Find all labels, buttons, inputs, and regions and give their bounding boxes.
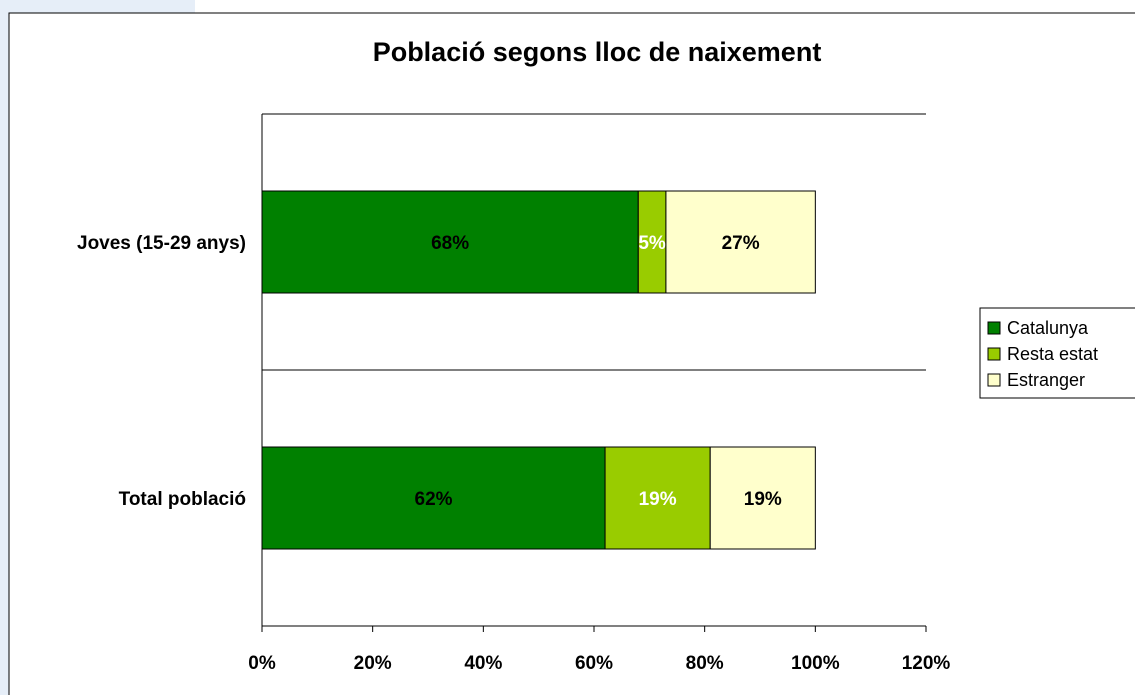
data-label: 19% [744,489,782,510]
x-tick-label: 60% [575,653,613,674]
legend-box [979,307,1135,399]
data-label: 19% [639,489,677,510]
bar-segment [665,190,816,294]
background-strip [0,0,9,695]
chart-title: Població segons lloc de naixement [373,37,822,67]
y-tick-label: Total població [119,489,246,510]
x-tick-label: 20% [354,653,392,674]
bar-segment [709,446,816,550]
bar-segment [604,446,711,550]
y-tick-label: Joves (15-29 anys) [77,233,246,254]
x-tick-label: 100% [791,653,840,674]
data-label: 27% [722,233,760,254]
data-label: 68% [431,233,469,254]
x-tick-label: 120% [902,653,951,674]
bar-segment [261,446,606,550]
x-tick-label: 0% [248,653,276,674]
legend-swatch [987,321,1001,335]
data-label: 5% [638,233,666,254]
bar-segment [261,190,639,294]
background-strip [0,0,195,14]
chart-area [8,12,1135,700]
legend-swatch [987,347,1001,361]
bar-segment [637,190,667,294]
legend-label: Resta estat [1007,344,1098,364]
x-tick-label: 80% [686,653,724,674]
x-tick-label: 40% [464,653,502,674]
data-label: 62% [415,489,453,510]
legend-label: Estranger [1007,370,1085,390]
legend-label: Catalunya [1007,318,1089,338]
legend-swatch [987,373,1001,387]
